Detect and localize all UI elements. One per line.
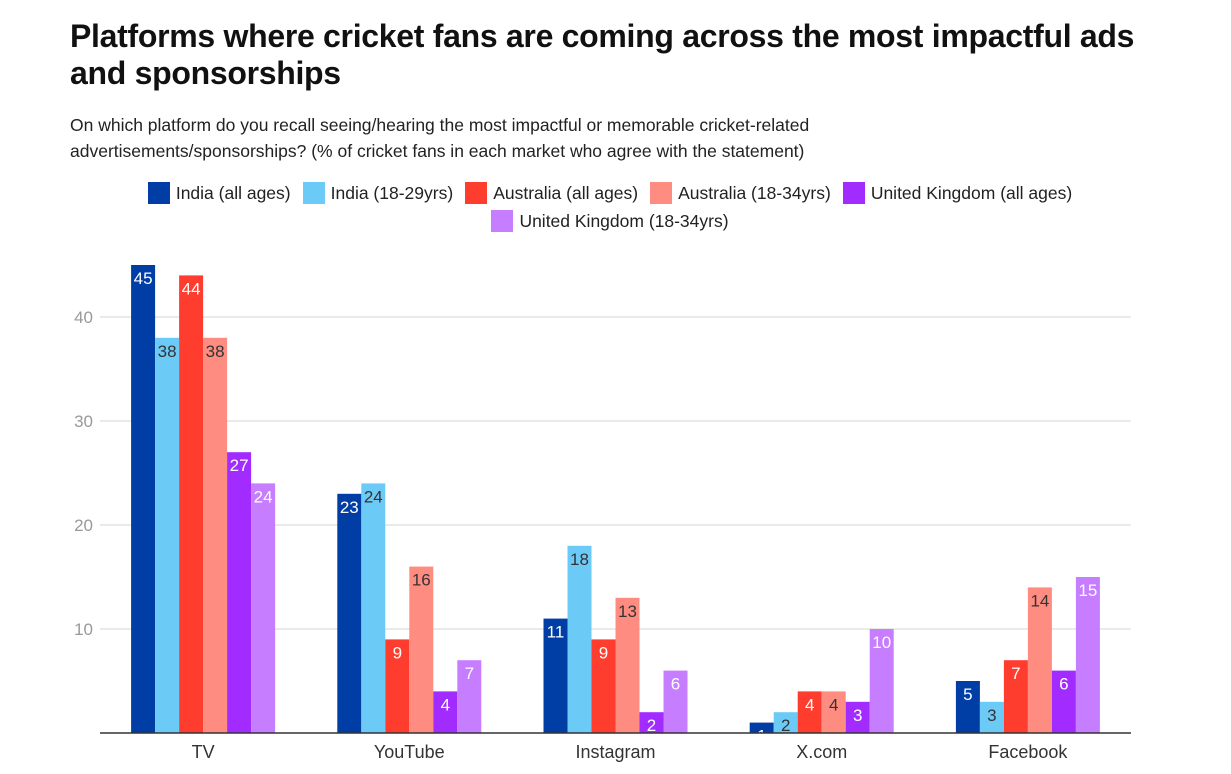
data-label: 5 <box>963 685 972 704</box>
data-label: 24 <box>254 487 273 506</box>
bar <box>797 691 822 733</box>
legend-label: India (all ages) <box>175 183 291 203</box>
legend-item: United Kingdom (18-34yrs) <box>491 207 729 235</box>
y-tick-label: 10 <box>74 620 93 639</box>
y-tick-label: 20 <box>74 516 93 535</box>
legend-item: India (all ages) <box>147 179 291 207</box>
chart-subtitle: On which platform do you recall seeing/h… <box>70 115 810 161</box>
bar <box>1051 670 1076 733</box>
bar <box>409 566 434 733</box>
legend-swatch <box>302 182 325 204</box>
bar <box>749 722 774 733</box>
data-label: 38 <box>158 342 177 361</box>
data-label: 18 <box>570 550 589 569</box>
data-label: 27 <box>230 456 249 475</box>
data-label: 10 <box>872 633 891 652</box>
legend-label: United Kingdom (all ages) <box>870 183 1073 203</box>
data-label: 3 <box>987 706 996 725</box>
legend-swatch <box>650 182 673 204</box>
bar <box>131 265 156 733</box>
legend-item: Australia (18-34yrs) <box>650 179 831 207</box>
bar <box>639 712 664 733</box>
bar <box>155 337 180 733</box>
legend-label: Australia (18-34yrs) <box>678 183 831 203</box>
x-tick-label: Instagram <box>575 742 655 762</box>
data-label: 3 <box>853 706 862 725</box>
bar <box>433 691 458 733</box>
bar <box>821 691 846 733</box>
legend-item: Australia (all ages) <box>465 179 638 207</box>
bar <box>1003 660 1028 733</box>
legend-swatch <box>147 182 170 204</box>
data-label: 6 <box>1059 675 1068 694</box>
data-label: 24 <box>364 487 383 506</box>
data-label: 4 <box>829 695 838 714</box>
data-label: 6 <box>671 675 680 694</box>
data-label: 45 <box>134 269 153 288</box>
legend-swatch <box>491 210 514 232</box>
legend-swatch <box>465 182 488 204</box>
data-label: 16 <box>412 571 431 590</box>
bar <box>227 452 252 733</box>
data-label: 1 <box>757 727 766 746</box>
x-tick-label: X.com <box>796 742 847 762</box>
legend-item: United Kingdom (all ages) <box>842 179 1073 207</box>
bar <box>955 681 980 733</box>
data-label: 4 <box>441 695 450 714</box>
bar <box>615 597 640 733</box>
data-label: 44 <box>182 279 201 298</box>
bar <box>385 639 410 733</box>
bar <box>251 483 276 733</box>
data-label: 23 <box>340 498 359 517</box>
data-label: 14 <box>1030 591 1049 610</box>
data-label: 4 <box>805 695 814 714</box>
bar <box>591 639 616 733</box>
bar <box>337 493 362 733</box>
data-label: 2 <box>781 716 790 735</box>
data-label: 15 <box>1078 581 1097 600</box>
bar <box>203 337 228 733</box>
chart-title: Platforms where cricket fans are coming … <box>70 18 1135 91</box>
bar <box>1027 587 1052 733</box>
bar <box>773 712 798 733</box>
legend-item: India (18-29yrs) <box>302 179 454 207</box>
legend-swatch <box>842 182 865 204</box>
y-tick-label: 30 <box>74 412 93 431</box>
bar <box>179 275 204 733</box>
bar <box>663 670 688 733</box>
legend: India (all ages) India (18-29yrs) Australi… <box>110 179 1110 235</box>
legend-label: India (18-29yrs) <box>330 183 454 203</box>
x-tick-label: YouTube <box>374 742 445 762</box>
bar <box>845 701 870 733</box>
bar <box>979 701 1004 733</box>
bar <box>543 618 568 733</box>
data-label: 11 <box>547 623 565 642</box>
data-label: 7 <box>465 664 474 683</box>
legend-label: Australia (all ages) <box>493 183 639 203</box>
x-tick-label: TV <box>192 742 215 762</box>
bar <box>1075 577 1100 733</box>
bar <box>869 629 894 733</box>
data-label: 13 <box>618 602 637 621</box>
bar <box>361 483 386 733</box>
data-label: 9 <box>599 643 608 662</box>
y-tick-label: 40 <box>74 308 93 327</box>
data-label: 9 <box>393 643 402 662</box>
bar <box>457 660 482 733</box>
data-label: 7 <box>1011 664 1020 683</box>
bar <box>567 545 592 733</box>
data-label: 38 <box>206 342 225 361</box>
data-label: 2 <box>647 716 656 735</box>
x-tick-label: Facebook <box>988 742 1068 762</box>
legend-label: United Kingdom (18-34yrs) <box>519 211 729 231</box>
